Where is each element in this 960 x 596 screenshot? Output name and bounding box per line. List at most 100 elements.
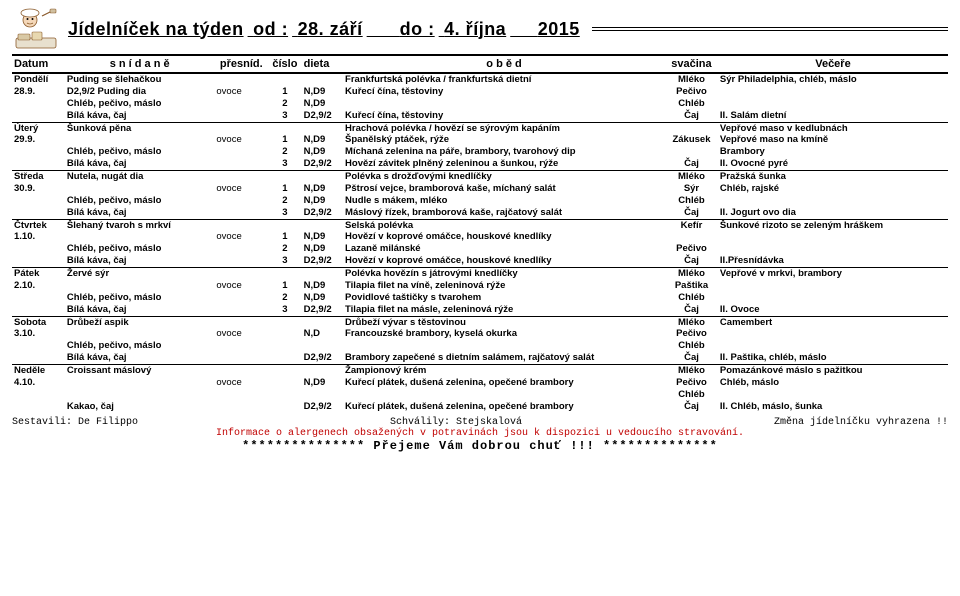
cell-datum: [12, 158, 65, 170]
cell-vecere: [718, 328, 948, 340]
cell-svacina: Mléko: [665, 73, 718, 86]
cell-presnid: ovoce: [214, 377, 268, 389]
cell-snidane: [65, 328, 215, 340]
cell-vecere: Sýr Philadelphia, chléb, máslo: [718, 73, 948, 86]
cell-presnid: [214, 268, 268, 280]
cell-dieta: [302, 122, 343, 134]
cell-presnid: ovoce: [214, 328, 268, 340]
cell-vecere: Šunkové rizoto se zeleným hráškem: [718, 219, 948, 231]
table-row: PátekŽervé sýrPolévka hovězín s játrovým…: [12, 268, 948, 280]
cell-cislo: 2: [268, 243, 301, 255]
cell-datum: Pátek: [12, 268, 65, 280]
cell-presnid: [214, 158, 268, 170]
table-row: Chléb, pečivo, máslo2N,D9Míchaná zelenin…: [12, 146, 948, 158]
cell-obed: Selská polévka: [343, 219, 665, 231]
cell-svacina: Mléko: [665, 316, 718, 328]
cell-obed: Španělský ptáček, rýže: [343, 134, 665, 146]
cell-snidane: [65, 134, 215, 146]
cell-cislo: [268, 171, 301, 183]
cell-vecere: [718, 231, 948, 243]
cell-dieta: D2,9/2: [302, 207, 343, 219]
cell-presnid: ovoce: [214, 86, 268, 98]
header-row: Datum s n í d a n ě přesníd. číslo dieta…: [12, 55, 948, 73]
cell-svacina: Chléb: [665, 195, 718, 207]
cell-cislo: [268, 122, 301, 134]
cell-vecere: Vepřové maso v kedlubnách: [718, 122, 948, 134]
cell-vecere: II. Salám dietní: [718, 110, 948, 122]
h-obed: o b ě d: [343, 55, 665, 73]
cell-cislo: [268, 352, 301, 364]
cell-snidane: Chléb, pečivo, máslo: [65, 195, 215, 207]
cell-cislo: 1: [268, 86, 301, 98]
cell-cislo: 3: [268, 158, 301, 170]
cell-vecere: Vepřové v mrkvi, brambory: [718, 268, 948, 280]
cell-obed: Hovězí v koprové omáčce, houskové knedlí…: [343, 255, 665, 267]
table-row: Bílá káva, čaj3D2,9/2Máslový řízek, bram…: [12, 207, 948, 219]
cell-presnid: [214, 352, 268, 364]
h-datum: Datum: [12, 55, 65, 73]
cell-snidane: [65, 280, 215, 292]
cell-cislo: 2: [268, 292, 301, 304]
cell-snidane: Bílá káva, čaj: [65, 110, 215, 122]
h-vecere: Večeře: [718, 55, 948, 73]
cell-svacina: [665, 231, 718, 243]
cell-presnid: ovoce: [214, 231, 268, 243]
table-row: ČtvrtekŠlehaný tvaroh s mrkvíSelská polé…: [12, 219, 948, 231]
cell-obed: Hrachová polévka / hovězí se sýrovým kap…: [343, 122, 665, 134]
cell-datum: 30.9.: [12, 183, 65, 195]
footer: Sestavili: De Filippo Schválily: Stejska…: [12, 417, 948, 453]
page-header: Jídelníček na týden od : 28. září do : 4…: [12, 8, 948, 50]
cell-snidane: Kakao, čaj: [65, 401, 215, 413]
cell-datum: 3.10.: [12, 328, 65, 340]
cell-svacina: Mléko: [665, 171, 718, 183]
cell-snidane: Bílá káva, čaj: [65, 158, 215, 170]
cell-datum: Sobota: [12, 316, 65, 328]
cell-datum: [12, 304, 65, 316]
cell-snidane: Chléb, pečivo, máslo: [65, 243, 215, 255]
table-row: Bílá káva, čajD2,9/2Brambory zapečené s …: [12, 352, 948, 364]
cell-presnid: ovoce: [214, 280, 268, 292]
title-prefix: Jídelníček na týden: [68, 19, 244, 39]
cell-cislo: [268, 268, 301, 280]
table-row: Kakao, čajD2,9/2Kuřecí plátek, dušená ze…: [12, 401, 948, 413]
cell-vecere: II. Chléb, máslo, šunka: [718, 401, 948, 413]
cell-dieta: [302, 268, 343, 280]
cell-svacina: Čaj: [665, 352, 718, 364]
cell-cislo: 3: [268, 110, 301, 122]
menu-table: Datum s n í d a n ě přesníd. číslo dieta…: [12, 54, 948, 413]
cell-vecere: II.Přesnídávka: [718, 255, 948, 267]
table-row: 28.9.D2,9/2 Puding diaovoce1N,D9Kuřecí č…: [12, 86, 948, 98]
cell-svacina: Chléb: [665, 98, 718, 110]
cell-svacina: Čaj: [665, 304, 718, 316]
h-presnid: přesníd.: [214, 55, 268, 73]
cell-presnid: [214, 340, 268, 352]
footer-change: Změna jídelníčku vyhrazena !!: [774, 417, 948, 428]
table-row: 2.10.ovoce1N,D9Tilapia filet na víně, ze…: [12, 280, 948, 292]
cell-datum: 2.10.: [12, 280, 65, 292]
cell-presnid: ovoce: [214, 183, 268, 195]
cell-datum: [12, 340, 65, 352]
cell-svacina: Pečivo: [665, 328, 718, 340]
cell-obed: Pštrosí vejce, bramborová kaše, míchaný …: [343, 183, 665, 195]
cell-datum: Středa: [12, 171, 65, 183]
cell-cislo: [268, 401, 301, 413]
cell-dieta: N,D9: [302, 183, 343, 195]
cell-svacina: Pečivo: [665, 243, 718, 255]
table-row: Chléb, pečivo, máslo2N,D9Lazaně milánské…: [12, 243, 948, 255]
cell-cislo: 3: [268, 207, 301, 219]
cell-snidane: Bílá káva, čaj: [65, 255, 215, 267]
cell-snidane: Croissant máslový: [65, 365, 215, 377]
cell-cislo: [268, 328, 301, 340]
cell-cislo: [268, 365, 301, 377]
title-from: 28. září: [298, 19, 363, 39]
chef-icon: [12, 8, 60, 50]
cell-presnid: [214, 195, 268, 207]
cell-snidane: Drůbeží aspik: [65, 316, 215, 328]
cell-presnid: [214, 110, 268, 122]
cell-presnid: [214, 365, 268, 377]
table-row: Bílá káva, čaj3D2,9/2Kuřecí čína, těstov…: [12, 110, 948, 122]
cell-cislo: [268, 377, 301, 389]
cell-dieta: [302, 340, 343, 352]
title-to: 4. října: [444, 19, 506, 39]
cell-datum: [12, 389, 65, 401]
